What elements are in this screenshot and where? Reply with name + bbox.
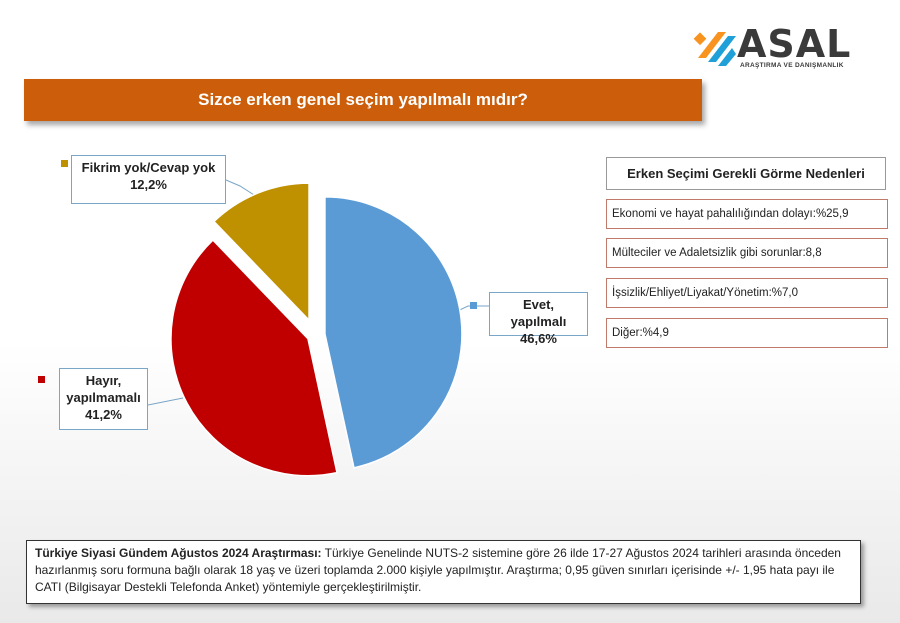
reason-item: İşsizlik/Ehliyet/Liyakat/Yönetim:%7,0 [606, 278, 888, 308]
logo-text: ASAL [737, 22, 852, 66]
methodology-note-text: Türkiye Genelinde NUTS-2 sistemine göre … [35, 546, 841, 594]
callout-hayir-value: 41,2% [85, 407, 122, 422]
asal-logo: ASAL ARAŞTIRMA VE DANIŞMANLIK [692, 22, 862, 74]
methodology-note-title: Türkiye Siyasi Gündem Ağustos 2024 Araşt… [35, 546, 322, 560]
callout-evet-value: 46,6% [520, 331, 557, 346]
pie-slice-fikrim [212, 182, 310, 323]
callout-hayir: Hayır, yapılmamalı 41,2% [59, 368, 148, 430]
pie-slice-evet [324, 196, 463, 469]
reason-item: Ekonomi ve hayat pahalılığından dolayı:%… [606, 199, 888, 229]
methodology-note: Türkiye Siyasi Gündem Ağustos 2024 Araşt… [26, 540, 861, 604]
callout-fikrim: Fikrim yok/Cevap yok 12,2% [71, 155, 226, 204]
leader-line [147, 397, 184, 406]
reasons-title: Erken Seçimi Gerekli Görme Nedenleri [606, 157, 886, 190]
callout-fikrim-value: 12,2% [130, 177, 167, 192]
callout-hayir-label-1: Hayır, [85, 373, 122, 388]
pie-slice-hayir [170, 239, 338, 477]
callout-fikrim-label: Fikrim yok/Cevap yok [81, 160, 216, 175]
reason-item: Mülteciler ve Adaletsizlik gibi sorunlar… [606, 238, 888, 268]
logo-subtitle: ARAŞTIRMA VE DANIŞMANLIK [740, 62, 844, 69]
question-banner: Sizce erken genel seçim yapılmalı mıdır? [24, 79, 702, 121]
legend-marker-fikrim [61, 160, 68, 167]
legend-marker-hayir [38, 376, 45, 383]
callout-evet-label: Evet, yapılmalı [510, 297, 567, 329]
legend-marker-evet [470, 302, 477, 309]
callout-evet: Evet, yapılmalı 46,6% [489, 292, 588, 346]
logo-mark-icon [693, 32, 736, 66]
callout-hayir-label-2: yapılmamalı [66, 390, 141, 405]
reason-item: Diğer:%4,9 [606, 318, 888, 348]
